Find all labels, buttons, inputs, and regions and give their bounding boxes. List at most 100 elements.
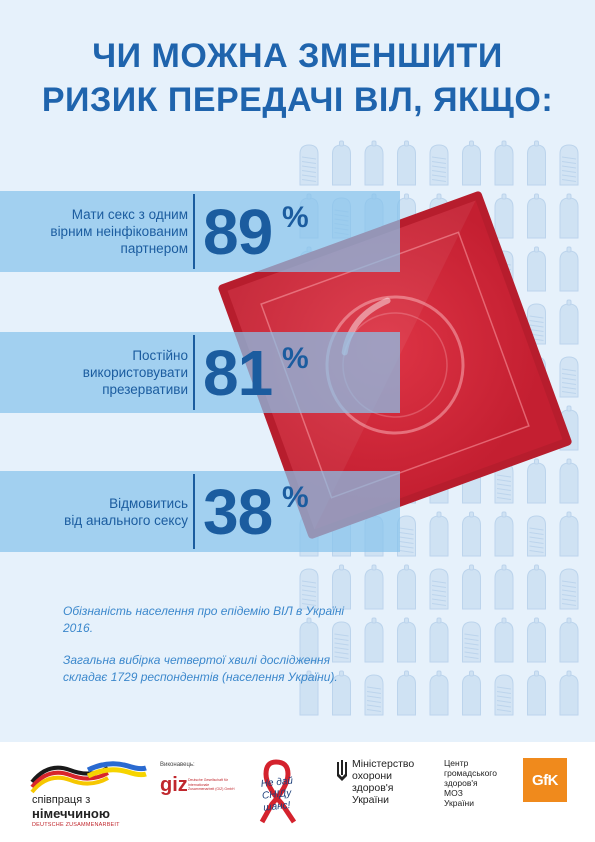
condom-silhouette [559, 670, 579, 716]
gfk-logo: GfK [523, 758, 567, 802]
condom-silhouette [429, 511, 449, 557]
stat-value: 89 [203, 196, 273, 268]
germany-line-1: співпраця з [32, 794, 91, 806]
condom-silhouette [559, 511, 579, 557]
germany-line-2: німеччиною [32, 806, 110, 821]
giz-name: giz [160, 774, 188, 796]
condom-silhouette [462, 621, 481, 663]
condom-silhouette [364, 564, 384, 610]
page-title: ЧИ МОЖНА ЗМЕНШИТИ РИЗИК ПЕРЕДАЧІ ВІЛ, ЯК… [0, 34, 595, 122]
title-line-1: ЧИ МОЖНА ЗМЕНШИТИ [92, 37, 503, 75]
stat-divider [193, 194, 195, 269]
aids-campaign-text: Не дай СНІДу шанс! [260, 775, 294, 814]
condom-silhouette [299, 144, 319, 186]
condom-silhouette [527, 140, 546, 186]
stat-divider [193, 335, 195, 410]
condom-silhouette [364, 674, 384, 716]
stat-row-anal-sex: Відмовитись від анального сексу 38 % [0, 471, 400, 552]
condom-silhouette [527, 458, 546, 504]
condom-silhouette [559, 617, 579, 663]
ukraine-trident-icon [337, 760, 347, 781]
condom-silhouette [397, 140, 416, 186]
condom-silhouette [527, 564, 546, 610]
condom-silhouette [299, 568, 319, 610]
germany-line-3: DEUTSCHE ZUSAMMENARBEIT [32, 822, 120, 828]
condom-silhouette [559, 299, 579, 345]
condom-silhouette [299, 617, 319, 663]
condom-silhouette [332, 670, 351, 716]
condom-silhouette [429, 670, 449, 716]
condom-silhouette [462, 670, 481, 716]
condom-silhouette [364, 617, 384, 663]
condom-silhouette [559, 356, 579, 398]
stat-row-faithful-partner: Мати секс з одним вірним неінфікованим п… [0, 191, 400, 272]
stat-row-condoms: Постійно використовувати презервативи 81… [0, 332, 400, 413]
condom-silhouette [559, 458, 579, 504]
stat-value: 81 [203, 337, 273, 409]
note-survey-title: Обізнаність населення про епідемію ВІЛ в… [63, 604, 345, 635]
condom-silhouette [527, 515, 546, 557]
stat-label: Постійно використовувати презервативи [8, 332, 188, 413]
condom-silhouette [527, 246, 546, 292]
condom-silhouette [462, 140, 481, 186]
phc-line-4: МОЗ [444, 788, 463, 798]
stat-label-line: партнером [120, 241, 188, 256]
condom-silhouette [429, 568, 449, 610]
condom-silhouette [527, 617, 546, 663]
condom-silhouette [397, 617, 416, 663]
stat-label-line: Постійно [132, 348, 188, 363]
condom-silhouette [364, 140, 384, 186]
stat-label: Відмовитись від анального сексу [8, 471, 188, 552]
giz-logo: Виконавець: giz Deutsche Gesellschaft fü… [158, 762, 238, 817]
condom-silhouette [397, 670, 416, 716]
condom-silhouette [494, 674, 514, 716]
public-health-center-logo: Центр громадського здоров'я МОЗ України [444, 758, 519, 820]
stat-label-line: вірним неінфікованим [50, 224, 188, 239]
phc-line-2: громадського [444, 768, 497, 778]
stat-label-line: використовувати [82, 365, 188, 380]
stat-label-line: презервативи [102, 382, 188, 397]
condom-silhouette [462, 564, 481, 610]
stat-label: Мати секс з одним вірним неінфікованим п… [8, 191, 188, 272]
condom-silhouette [527, 193, 546, 239]
condom-silhouette [397, 515, 416, 557]
source-note: Обізнаність населення про епідемію ВІЛ в… [63, 603, 363, 701]
stat-value: 38 [203, 476, 273, 548]
condom-silhouette [332, 140, 351, 186]
gfk-logo-text: GfK [532, 771, 559, 789]
condom-silhouette [299, 670, 319, 716]
germany-cooperation-logo: співпраця з німеччиною DEUTSCHE ZUSAMMEN… [28, 756, 148, 831]
condom-silhouette [462, 511, 481, 557]
condom-silhouette [527, 670, 546, 716]
condom-silhouette [429, 144, 449, 186]
condom-silhouette [494, 617, 514, 663]
stat-unit: % [282, 201, 309, 234]
ministry-line-4: України [352, 794, 390, 806]
aids-campaign-logo: Не дай СНІДу шанс! [248, 752, 318, 832]
note-sample-size: Загальна вибірка четвертої хвилі дослідж… [63, 653, 338, 684]
condom-silhouette [559, 246, 579, 292]
condom-silhouette [397, 564, 416, 610]
stat-divider [193, 474, 195, 549]
phc-line-5: України [444, 798, 474, 808]
condom-silhouette [332, 621, 351, 663]
ministry-line-1: Міністерство [352, 758, 415, 770]
condom-silhouette [494, 140, 514, 186]
condom-silhouette [332, 564, 351, 610]
giz-full-name: Deutsche Gesellschaft für Internationale… [188, 778, 235, 791]
phc-line-3: здоров'я [444, 778, 478, 788]
condom-silhouette [494, 511, 514, 557]
germany-flag-ribbon-icon [30, 761, 147, 794]
stat-label-line: Мати секс з одним [71, 207, 188, 222]
condom-silhouette [559, 568, 579, 610]
condom-silhouette [559, 193, 579, 239]
ministry-line-2: охорони [352, 770, 393, 782]
phc-line-1: Центр [444, 758, 469, 768]
stat-unit: % [282, 342, 309, 375]
partner-footer: співпраця з німеччиною DEUTSCHE ZUSAMMEN… [0, 742, 595, 842]
stat-label-line: від анального сексу [64, 512, 188, 528]
title-line-2: РИЗИК ПЕРЕДАЧІ ВІЛ, ЯКЩО: [41, 81, 554, 119]
condom-silhouette [559, 144, 579, 186]
giz-caption: Виконавець: [160, 762, 195, 768]
